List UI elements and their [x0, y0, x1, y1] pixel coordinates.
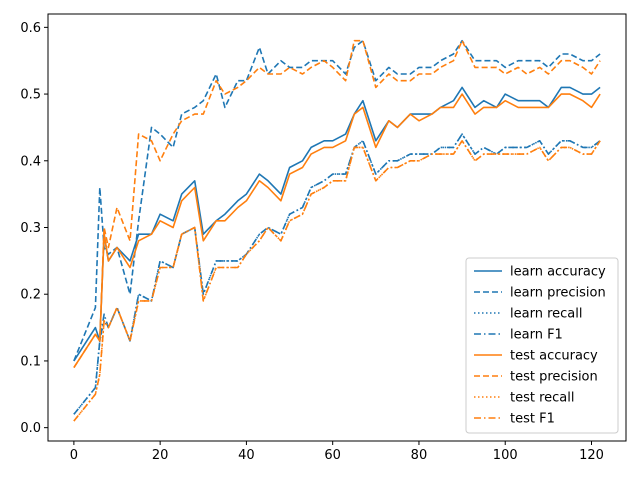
- series-line-learn-accuracy: [73, 86, 601, 362]
- x-axis: 0 20 40 60 80 100 120: [70, 441, 604, 463]
- y-tick-label: 0.3: [20, 221, 41, 236]
- y-tick-label: 0.5: [20, 88, 41, 103]
- series-line-test-accuracy: [73, 93, 601, 369]
- y-tick-label: 0.0: [20, 421, 41, 436]
- legend-box: [465, 257, 619, 434]
- series-line-learn-f1: [73, 133, 601, 415]
- legend: learn accuracy learn precision learn recal…: [465, 257, 619, 434]
- y-tick-label: 0.1: [20, 354, 41, 369]
- legend-label: learn precision: [510, 286, 606, 301]
- legend-label: learn recall: [510, 307, 582, 322]
- x-tick-label: 80: [411, 448, 428, 463]
- series-layer: [73, 39, 601, 422]
- x-tick-label: 120: [579, 448, 604, 463]
- y-tick-label: 0.2: [20, 288, 41, 303]
- series-line-test-precision: [73, 39, 601, 369]
- x-tick-label: 100: [493, 448, 518, 463]
- legend-label: test accuracy: [510, 349, 598, 364]
- legend-label: learn F1: [510, 328, 563, 343]
- y-axis: 0.0 0.1 0.2 0.3 0.4 0.5 0.6: [20, 21, 48, 436]
- x-tick-label: 60: [324, 448, 341, 463]
- x-tick-label: 40: [238, 448, 255, 463]
- x-tick-label: 20: [152, 448, 169, 463]
- series-line-learn-precision: [73, 39, 601, 362]
- x-tick-label: 0: [70, 448, 78, 463]
- legend-label: learn accuracy: [510, 265, 606, 280]
- legend-label: test F1: [510, 412, 555, 427]
- legend-label: test precision: [510, 370, 598, 385]
- y-tick-label: 0.6: [20, 21, 41, 36]
- legend-label: test recall: [510, 391, 575, 406]
- y-tick-label: 0.4: [20, 154, 41, 169]
